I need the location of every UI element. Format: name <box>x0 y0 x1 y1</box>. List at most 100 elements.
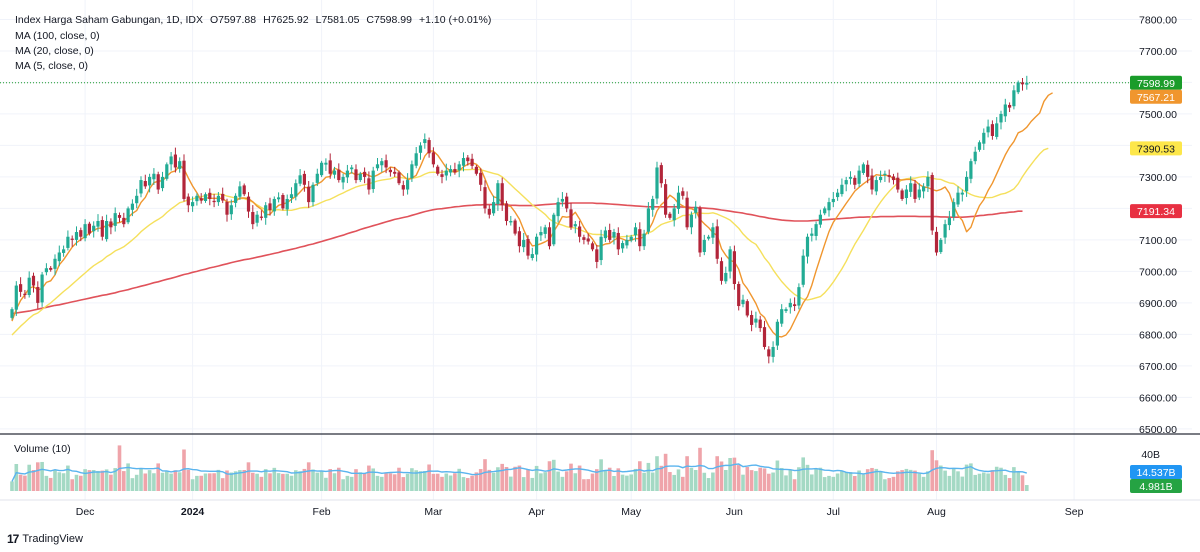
volume-bar <box>199 475 203 491</box>
candle-body <box>646 208 650 232</box>
volume-bar <box>380 476 384 491</box>
volume-bar <box>147 470 152 491</box>
volume-bar <box>986 473 990 491</box>
candle-body <box>775 321 779 346</box>
candle-body <box>341 176 345 183</box>
x-tick-label: Apr <box>528 506 545 518</box>
y-tick-label: 6700.00 <box>1139 361 1177 373</box>
volume-bar <box>921 476 926 491</box>
volume-bar <box>169 473 173 491</box>
indicator-ma20-legend[interactable]: MA (20, close, 0) <box>15 45 94 57</box>
candle-body <box>109 221 113 228</box>
volume-bar <box>216 469 221 491</box>
y-tick-label: 6600.00 <box>1139 392 1177 404</box>
candle-body <box>883 173 887 176</box>
candle-body <box>268 203 272 210</box>
candle-body <box>57 252 61 262</box>
volume-bar <box>285 473 289 491</box>
candle-body <box>814 224 818 236</box>
candle-body <box>315 173 319 183</box>
candle-body <box>715 226 719 259</box>
candle-body <box>823 208 827 214</box>
volume-bar <box>625 475 629 491</box>
volume-bar <box>345 475 350 491</box>
candle-body <box>1012 90 1016 107</box>
candle-body <box>702 239 706 253</box>
indicator-ma100-legend[interactable]: MA (100, close, 0) <box>15 30 100 42</box>
candle-body <box>732 251 736 284</box>
candle-body <box>810 233 814 236</box>
candle-body <box>169 156 173 165</box>
candle-body <box>53 258 57 269</box>
candle-body <box>750 315 754 325</box>
candle-body <box>453 169 457 173</box>
indicator-ma5-legend[interactable]: MA (5, close, 0) <box>15 60 88 72</box>
volume-bar <box>23 475 27 491</box>
candle-body <box>999 113 1003 123</box>
volume-bar <box>982 472 986 491</box>
x-tick-label: May <box>621 506 642 518</box>
candle-body <box>259 216 263 218</box>
volume-bar <box>66 465 70 491</box>
volume-bar <box>577 465 582 491</box>
candlestick-series <box>10 75 1029 364</box>
candle-body <box>461 158 466 166</box>
x-tick-label: Mar <box>424 506 443 518</box>
y-tick-label: 7000.00 <box>1139 266 1177 278</box>
candle-body <box>922 186 926 192</box>
candle-body <box>904 189 908 199</box>
candle-body <box>40 274 44 303</box>
candle-body <box>934 231 939 253</box>
volume-bar <box>337 467 341 491</box>
candle-body <box>105 221 109 240</box>
candle-body <box>586 238 590 242</box>
volume-legend[interactable]: Volume (10) <box>14 443 71 455</box>
candle-body <box>289 194 294 199</box>
candle-body <box>754 318 758 323</box>
candle-body <box>909 183 913 192</box>
candle-body <box>977 142 982 150</box>
candle-body <box>414 153 418 166</box>
candle-body <box>74 232 79 240</box>
volume-bar <box>681 476 685 491</box>
volume-bar <box>251 472 255 491</box>
candle-body <box>866 164 870 177</box>
candle-body <box>560 198 564 202</box>
volume-bar <box>311 469 315 491</box>
symbol-title[interactable]: Index Harga Saham Gabungan, 1D, IDX <box>15 14 203 26</box>
volume-bar <box>629 474 633 491</box>
candle-body <box>178 161 182 169</box>
volume-bar <box>87 470 92 491</box>
volume-bar <box>302 468 307 491</box>
volume-bar <box>474 472 479 491</box>
y-tick-label: 7100.00 <box>1139 235 1177 247</box>
volume-bar <box>827 475 831 491</box>
volume-bar <box>306 462 311 491</box>
candle-body <box>926 176 930 187</box>
volume-bar <box>444 473 449 491</box>
volume-bar <box>14 464 19 491</box>
volume-bar <box>994 466 999 491</box>
candle-body <box>762 327 767 347</box>
volume-bar <box>392 474 397 491</box>
candle-body <box>887 175 891 177</box>
candle-body <box>182 160 186 199</box>
candle-body <box>685 197 689 228</box>
candle-body <box>848 176 853 179</box>
tradingview-logo[interactable]: 17 TradingView <box>7 532 83 546</box>
candle-body <box>388 169 392 173</box>
ma100-line <box>11 202 1023 315</box>
volume-bar <box>83 469 87 491</box>
volume-bar <box>130 478 135 491</box>
volume-bar <box>1016 472 1020 491</box>
candle-body <box>590 243 595 250</box>
volume-bar <box>74 474 79 491</box>
candle-body <box>328 160 332 174</box>
tradingview-brand: TradingView <box>22 533 83 545</box>
volume-bar <box>702 472 707 491</box>
volume-bar <box>453 473 457 491</box>
volume-bar <box>926 471 930 491</box>
candle-body <box>535 236 539 255</box>
candle-body <box>990 124 994 136</box>
